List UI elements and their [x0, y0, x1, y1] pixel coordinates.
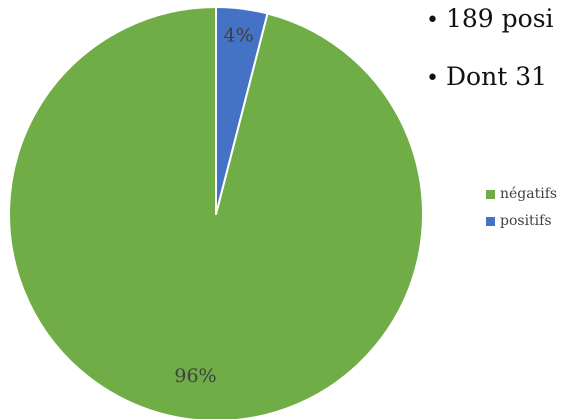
bullet-item: • 189 posi	[426, 4, 554, 36]
legend-label-positifs: positifs	[500, 213, 552, 229]
legend-swatch-positifs	[486, 217, 495, 226]
chart-legend: négatifs positifs	[486, 186, 557, 240]
legend-swatch-negatifs	[486, 190, 495, 199]
bullet-text: 189 posi	[446, 4, 554, 33]
bullet-marker: •	[426, 8, 439, 33]
legend-label-negatifs: négatifs	[500, 186, 558, 202]
bullet-marker: •	[426, 66, 439, 91]
bullet-item: • Dont 31	[426, 62, 554, 94]
bullet-list: • 189 posi • Dont 31	[426, 4, 554, 120]
legend-item-negatifs: négatifs	[486, 186, 557, 203]
pie-data-label-negatifs: 96%	[174, 365, 216, 387]
bullet-text: Dont 31	[446, 62, 548, 91]
pie-data-labels: 96% 4%	[174, 24, 253, 387]
pie-slice-negatifs	[8, 6, 425, 419]
pie-data-label-positifs: 4%	[223, 24, 253, 46]
pie-slices	[8, 6, 425, 419]
legend-item-positifs: positifs	[486, 213, 557, 230]
pie-slice-positifs	[215, 6, 269, 215]
